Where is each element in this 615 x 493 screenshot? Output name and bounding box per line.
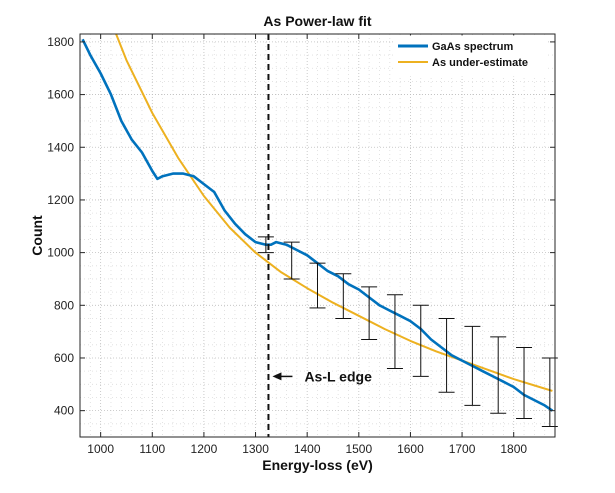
x-tick-label: 1600 xyxy=(397,442,424,456)
plot-area xyxy=(80,34,555,437)
x-axis-label: Energy-loss (eV) xyxy=(262,457,372,473)
x-tick-label: 1700 xyxy=(449,442,476,456)
legend-label-as: As under-estimate xyxy=(432,57,528,69)
x-tick-label: 1100 xyxy=(139,442,165,456)
series-line-as xyxy=(115,34,553,392)
error-bars xyxy=(257,236,558,427)
annotation: As-L edge xyxy=(272,368,372,384)
x-tick-label: 1000 xyxy=(87,442,114,456)
y-tick-label: 1600 xyxy=(47,88,74,102)
x-tick-label: 1800 xyxy=(500,442,527,456)
legend-box xyxy=(393,35,547,77)
x-tick-label: 1200 xyxy=(191,442,218,456)
legend-label-gaas: GaAs spectrum xyxy=(432,41,514,53)
y-tick-label: 1800 xyxy=(47,35,74,49)
chart-title: As Power-law fit xyxy=(263,13,371,29)
annotation-label: As-L edge xyxy=(304,368,372,384)
plot-frame xyxy=(79,33,556,438)
x-tick-label: 1500 xyxy=(345,442,372,456)
y-axis-label: Count xyxy=(29,215,45,256)
y-tick-label: 800 xyxy=(54,298,74,312)
y-tick-label: 400 xyxy=(54,404,74,418)
x-axis-ticks: 1000 1100 1200 1300 1400 1500 1600 1700 1800 xyxy=(87,34,527,456)
x-tick-label: 1300 xyxy=(242,442,269,456)
x-tick-label: 1400 xyxy=(294,442,321,456)
annotation-arrowhead xyxy=(272,372,282,381)
legend: GaAs spectrum As under-estimate xyxy=(393,35,547,77)
y-tick-label: 600 xyxy=(54,351,74,365)
y-tick-label: 1000 xyxy=(47,246,74,260)
y-tick-label: 1400 xyxy=(47,140,74,154)
y-axis-ticks: 400 600 800 1000 1200 1400 1600 1800 xyxy=(47,35,555,418)
y-tick-label: 1200 xyxy=(47,193,74,207)
